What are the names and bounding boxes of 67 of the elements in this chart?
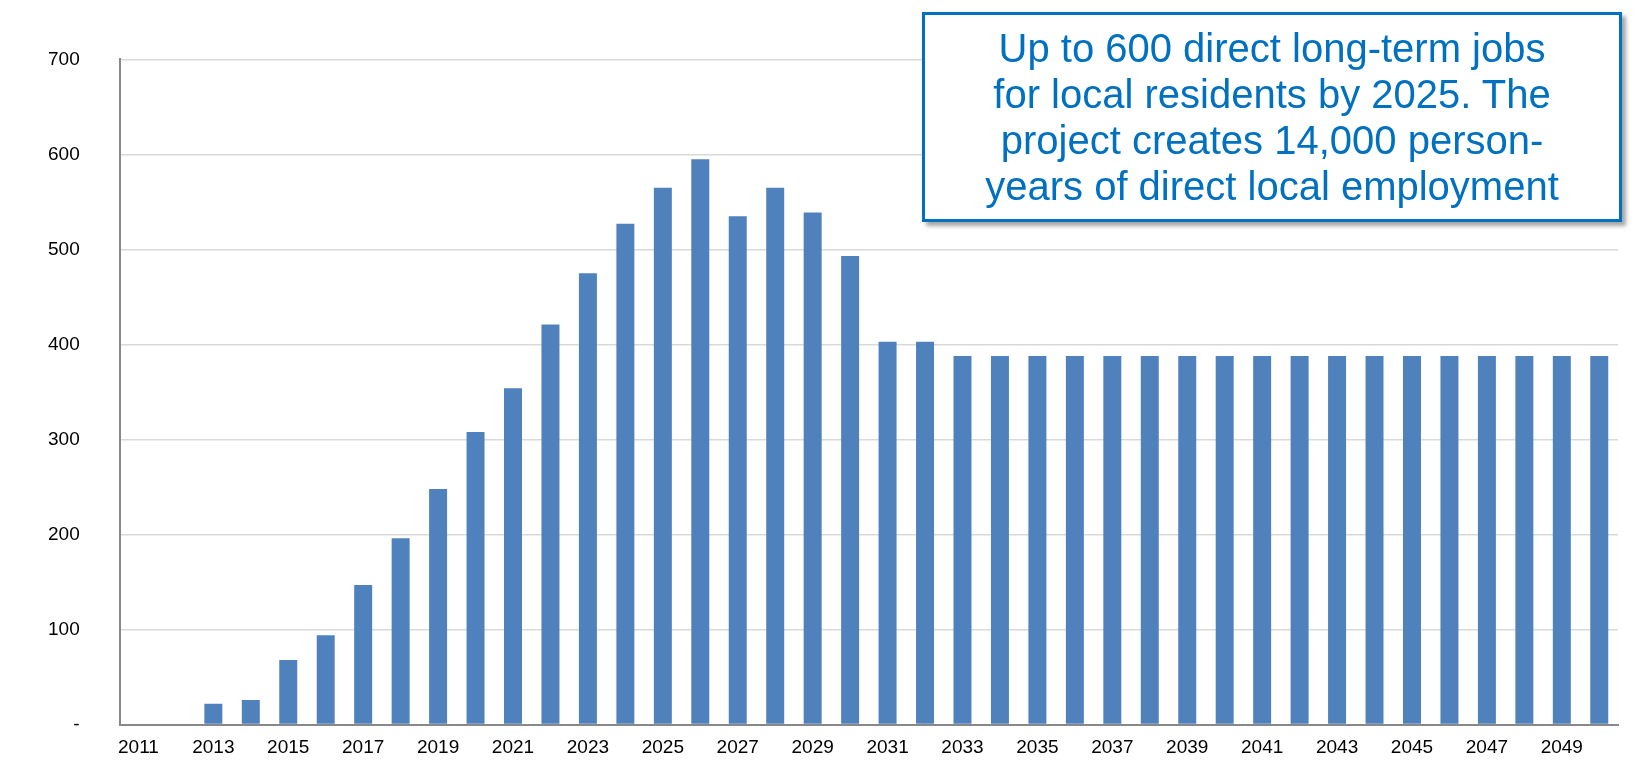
y-tick-label: 200 xyxy=(48,522,80,544)
x-tick-label: 2043 xyxy=(1315,736,1359,758)
bar xyxy=(279,659,298,724)
bar xyxy=(878,341,897,724)
bar xyxy=(653,187,672,724)
y-tick-label: 500 xyxy=(48,237,80,259)
x-tick-label: 2019 xyxy=(416,736,460,758)
x-tick-label: 2023 xyxy=(566,736,610,758)
bar xyxy=(578,273,597,724)
x-tick-label: 2015 xyxy=(267,736,310,758)
bar xyxy=(1440,355,1459,724)
bar xyxy=(1290,355,1309,724)
x-tick-label: 2035 xyxy=(1016,736,1059,758)
bar xyxy=(429,488,448,724)
bar xyxy=(504,388,522,724)
bar xyxy=(204,703,223,724)
y-tick-label: 600 xyxy=(48,142,80,164)
x-tick-label: 2033 xyxy=(941,736,984,758)
y-tick-label: 300 xyxy=(48,427,80,449)
x-tick-label: 2011 xyxy=(118,736,159,758)
y-tick-label: 100 xyxy=(48,617,80,639)
bar xyxy=(841,256,860,724)
bar xyxy=(1028,355,1047,724)
bar xyxy=(803,212,822,724)
y-tick-label: 700 xyxy=(48,47,80,69)
x-tick-label: 2045 xyxy=(1390,736,1434,758)
bar xyxy=(466,431,485,724)
x-tick-label: 2021 xyxy=(491,736,535,758)
bar xyxy=(1253,355,1272,724)
bar xyxy=(953,355,972,724)
x-tick-label: 2041 xyxy=(1241,736,1284,758)
bar xyxy=(1365,355,1384,724)
y-tick-label: - xyxy=(73,712,80,734)
bar xyxy=(728,216,747,724)
bar xyxy=(1178,355,1197,724)
bar xyxy=(241,699,260,724)
bar xyxy=(1140,355,1159,724)
y-tick-label: 400 xyxy=(48,332,80,354)
x-tick-label: 2029 xyxy=(791,736,834,758)
x-tick-label: 2013 xyxy=(192,736,235,758)
bar xyxy=(1515,355,1534,724)
x-tick-label: 2039 xyxy=(1166,736,1209,758)
bar xyxy=(990,355,1009,724)
x-tick-label: 2025 xyxy=(641,736,684,758)
bar xyxy=(1402,355,1421,724)
x-tick-label: 2027 xyxy=(716,736,759,758)
bar xyxy=(766,187,785,724)
bar xyxy=(1215,355,1234,724)
bar xyxy=(691,159,710,724)
bar xyxy=(541,324,560,724)
bar xyxy=(354,584,373,724)
x-tick-label: 2047 xyxy=(1465,736,1509,758)
x-tick-label: 2017 xyxy=(342,736,385,758)
bar xyxy=(1103,355,1122,724)
bar xyxy=(1065,355,1084,724)
bar xyxy=(916,341,935,724)
bar xyxy=(1328,355,1347,724)
x-tick-label: 2037 xyxy=(1091,736,1134,758)
annotation: Up to 600 direct long-term jobs for local residents by 2025. The project creates 14,000 person-years of direct local employment xyxy=(922,12,1622,222)
bar xyxy=(316,635,335,724)
x-tick-label: 2049 xyxy=(1540,736,1583,758)
bar xyxy=(616,223,635,724)
x-tick-label: 2031 xyxy=(866,736,909,758)
bar xyxy=(1477,355,1496,724)
bar xyxy=(391,538,410,724)
bar xyxy=(1590,355,1609,724)
bar xyxy=(1552,355,1571,724)
